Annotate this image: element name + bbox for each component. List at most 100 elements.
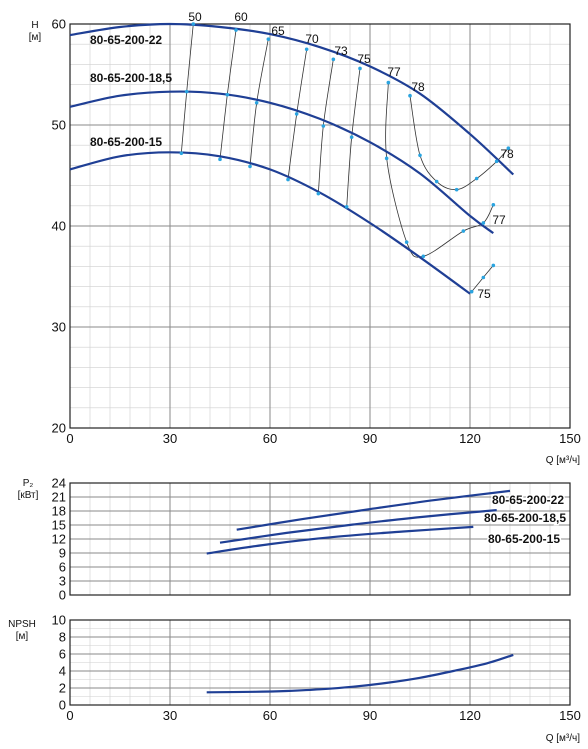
power-ytick-label: 18	[52, 504, 66, 519]
efficiency-marker	[358, 66, 362, 71]
head-curve	[69, 151, 471, 295]
efficiency-label: 77	[387, 65, 401, 79]
efficiency-marker	[294, 112, 299, 116]
power-curve	[219, 509, 497, 544]
npsh-ytick-label: 10	[52, 613, 66, 628]
efficiency-marker	[404, 240, 409, 244]
efficiency-marker	[234, 28, 238, 32]
efficiency-marker	[481, 275, 486, 280]
efficiency-marker	[248, 164, 252, 169]
npsh-xtick-label: 120	[459, 708, 481, 723]
npsh-curve	[206, 653, 514, 694]
power-ylabel-unit: [кВт]	[18, 490, 39, 501]
efficiency-label: 77	[492, 213, 506, 227]
efficiency-label: 75	[477, 287, 491, 301]
power-ytick-label: 21	[52, 490, 66, 505]
power-ytick-label: 12	[52, 532, 66, 547]
efficiency-label: 73	[334, 44, 348, 58]
npsh-frame	[69, 619, 571, 706]
npsh-xtick-label: 150	[559, 708, 581, 723]
head-ytick-label: 20	[52, 421, 66, 436]
efficiency-marker	[408, 93, 412, 98]
power-curve-label: 80-65-200-18,5	[484, 511, 566, 525]
efficiency-marker	[225, 92, 230, 97]
efficiency-marker	[491, 202, 496, 207]
npsh-xlabel: Q [м³/ч]	[546, 733, 581, 744]
head-curve-label: 80-65-200-15	[90, 135, 162, 149]
efficiency-marker	[434, 179, 439, 184]
efficiency-marker	[454, 187, 459, 192]
power-curve-label: 80-65-200-15	[488, 532, 560, 546]
head-xtick-label: 60	[263, 431, 277, 446]
head-xtick-label: 0	[66, 431, 73, 446]
head-ylabel-unit: [м]	[29, 32, 42, 43]
power-ytick-label: 0	[59, 588, 66, 603]
npsh-ytick-label: 2	[59, 681, 66, 696]
efficiency-marker	[254, 100, 259, 105]
efficiency-marker	[179, 151, 184, 156]
efficiency-line	[317, 59, 334, 194]
efficiency-marker	[461, 229, 466, 233]
power-ytick-label: 9	[59, 546, 66, 561]
efficiency-marker	[469, 289, 474, 294]
npsh-xtick-label: 60	[263, 708, 277, 723]
power-ytick-label: 15	[52, 518, 66, 533]
efficiency-label: 78	[500, 147, 514, 161]
efficiency-label: 70	[305, 32, 319, 46]
npsh-ylabel-unit: [м]	[16, 631, 29, 642]
head-frame	[69, 23, 571, 429]
npsh-xtick-label: 90	[363, 708, 377, 723]
power-curve	[206, 525, 474, 555]
efficiency-marker	[494, 159, 499, 164]
npsh-ylabel: NPSH	[8, 619, 36, 630]
head-ytick-label: 40	[52, 219, 66, 234]
head-ytick-label: 30	[52, 320, 66, 335]
npsh-ytick-label: 6	[59, 647, 66, 662]
efficiency-marker	[218, 157, 222, 162]
efficiency-label: 60	[234, 10, 248, 24]
npsh-xtick-label: 30	[163, 708, 177, 723]
head-curve	[69, 22, 515, 176]
efficiency-marker	[506, 146, 511, 151]
head-ytick-label: 50	[52, 118, 66, 133]
efficiency-line	[180, 23, 194, 154]
efficiency-marker	[474, 176, 479, 181]
npsh-ytick-label: 4	[59, 664, 66, 679]
npsh-ytick-label: 8	[59, 630, 66, 645]
head-curve-label: 80-65-200-18,5	[90, 71, 172, 85]
efficiency-marker	[304, 47, 309, 52]
efficiency-marker	[191, 22, 196, 26]
power-frame	[69, 482, 571, 596]
efficiency-marker	[384, 156, 389, 161]
power-ytick-label: 6	[59, 560, 66, 575]
head-xtick-label: 30	[163, 431, 177, 446]
head-xtick-label: 120	[459, 431, 481, 446]
power-ytick-label: 3	[59, 574, 66, 589]
efficiency-marker	[421, 254, 426, 259]
efficiency-marker	[316, 191, 321, 196]
head-ytick-label: 60	[52, 17, 66, 32]
efficiency-marker	[418, 153, 422, 158]
head-ylabel: H	[31, 20, 38, 31]
efficiency-marker	[344, 205, 349, 209]
power-ytick-label: 24	[52, 476, 66, 491]
npsh-xtick-label: 0	[66, 708, 73, 723]
power-ylabel: P₂	[23, 478, 34, 489]
efficiency-marker	[349, 135, 354, 139]
head-xtick-label: 90	[363, 431, 377, 446]
efficiency-label: 50	[188, 10, 202, 24]
head-curve-label: 80-65-200-22	[90, 33, 162, 47]
efficiency-marker	[491, 263, 496, 268]
power-curve	[236, 489, 511, 531]
efficiency-label: 75	[357, 52, 371, 66]
power-curve-label: 80-65-200-22	[492, 493, 564, 507]
head-xtick-label: 150	[559, 431, 581, 446]
head-xlabel: Q [м³/ч]	[546, 455, 581, 466]
efficiency-marker	[386, 80, 391, 85]
efficiency-marker	[286, 177, 290, 182]
efficiency-label: 78	[411, 80, 425, 94]
efficiency-marker	[321, 124, 326, 128]
efficiency-line	[409, 95, 509, 191]
